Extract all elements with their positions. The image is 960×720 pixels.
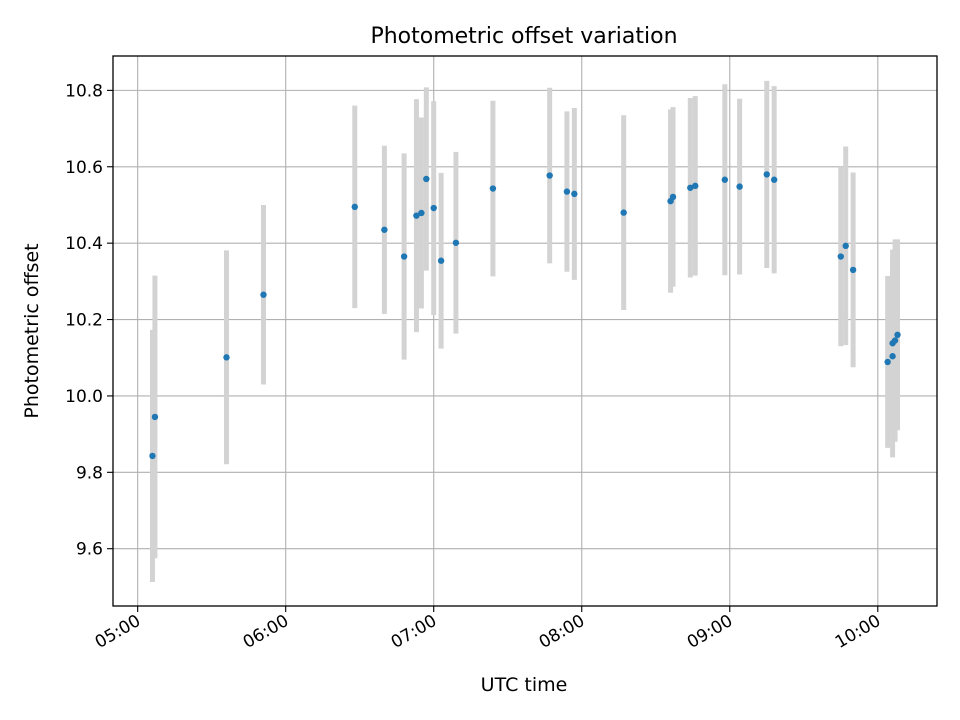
data-point bbox=[563, 188, 571, 195]
y-tick-label: 9.8 bbox=[76, 463, 103, 483]
x-tick-label: 10:00 bbox=[832, 611, 884, 653]
x-tick-label: 06:00 bbox=[240, 611, 292, 653]
data-point bbox=[149, 452, 156, 460]
error-bars bbox=[149, 80, 901, 582]
data-point bbox=[770, 176, 778, 183]
x-tick-label: 08:00 bbox=[536, 611, 588, 653]
data-point bbox=[418, 209, 425, 217]
data-point bbox=[894, 331, 901, 339]
data-point bbox=[423, 175, 430, 183]
data-point bbox=[437, 257, 445, 264]
data-point bbox=[151, 413, 159, 421]
data-point bbox=[571, 190, 578, 198]
data-point bbox=[381, 226, 388, 233]
y-tick-label: 10.0 bbox=[65, 387, 103, 407]
data-point bbox=[763, 171, 770, 178]
data-point bbox=[736, 183, 743, 190]
data-point bbox=[849, 266, 857, 274]
x-tick-label: 07:00 bbox=[388, 611, 440, 653]
data-point bbox=[489, 185, 497, 192]
plot-frame bbox=[112, 55, 938, 607]
data-point bbox=[842, 242, 849, 250]
data-point bbox=[884, 358, 891, 366]
x-tick-label: 09:00 bbox=[684, 611, 736, 653]
data-point bbox=[837, 253, 844, 260]
data-points bbox=[149, 171, 901, 460]
data-point bbox=[260, 291, 267, 298]
data-point bbox=[223, 354, 230, 361]
y-tick-label: 10.8 bbox=[65, 81, 103, 101]
data-point bbox=[669, 193, 677, 201]
data-point bbox=[891, 337, 899, 344]
y-tick-label: 9.6 bbox=[76, 540, 103, 560]
data-point bbox=[546, 172, 553, 179]
y-tick-label: 10.2 bbox=[65, 311, 103, 331]
data-point bbox=[452, 239, 460, 246]
data-point bbox=[721, 176, 729, 183]
data-point bbox=[687, 184, 694, 191]
y-tick-label: 10.6 bbox=[65, 158, 103, 178]
x-axis-label: UTC time bbox=[481, 674, 568, 696]
data-point bbox=[400, 253, 408, 260]
data-point bbox=[692, 182, 699, 190]
data-point bbox=[889, 353, 896, 360]
y-tick-label: 10.4 bbox=[65, 234, 103, 254]
data-point bbox=[413, 212, 420, 219]
grid bbox=[113, 56, 937, 606]
chart-title: Photometric offset variation bbox=[370, 24, 677, 49]
x-tick-label: 05:00 bbox=[92, 611, 144, 653]
data-point bbox=[351, 203, 358, 211]
data-point bbox=[620, 209, 627, 216]
y-axis-label: Photometric offset bbox=[21, 243, 43, 418]
data-point bbox=[430, 204, 437, 212]
